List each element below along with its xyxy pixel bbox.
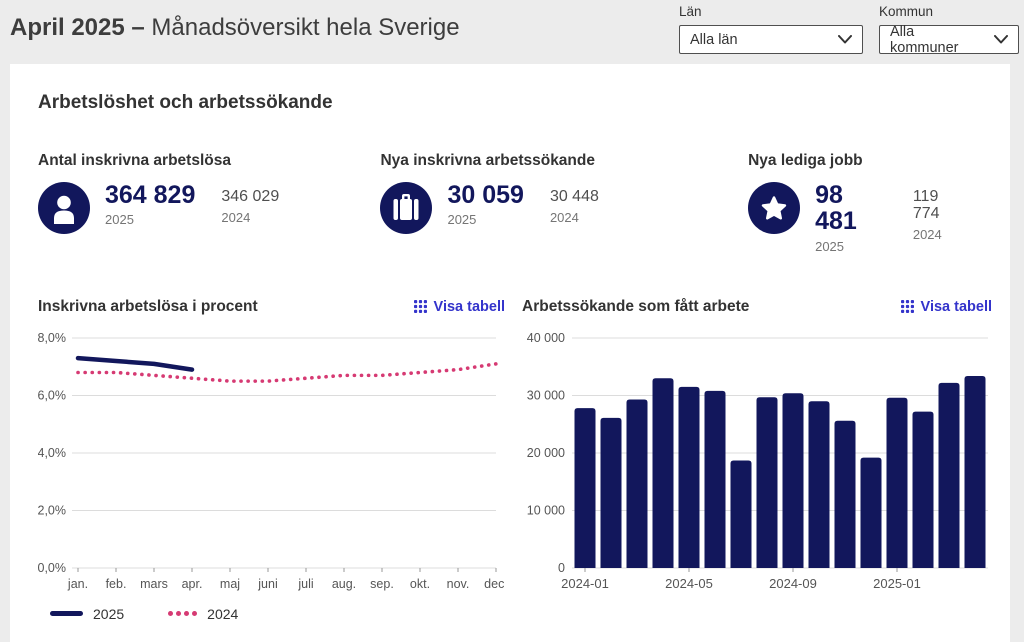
section-title: Arbetslöshet och arbetssökande [38,92,333,113]
kpi-unemployed: Antal inskrivna arbetslösa 364 829 2025 … [38,152,380,254]
line-chart-title: Inskrivna arbetslösa i procent [38,297,258,315]
bar-chart-title: Arbetssökande som fått arbete [522,297,750,315]
svg-text:jan.: jan. [67,577,88,591]
svg-text:juni: juni [257,577,277,591]
svg-text:0,0%: 0,0% [38,561,66,575]
kpi-previous-value: 119 774 [912,188,940,222]
page-title-rest: Månadsöversikt hela Sverige [151,14,460,41]
kpi-title: Nya lediga jobb [748,152,863,169]
svg-text:aug.: aug. [332,577,356,591]
svg-text:apr.: apr. [182,577,203,591]
kpi-current-value: 98 481 [815,181,857,236]
svg-text:4,0%: 4,0% [38,446,66,460]
kpi-current-year: 2025 [447,212,477,228]
svg-text:30 000: 30 000 [527,388,565,402]
star-icon [748,182,801,234]
charts-row: Inskrivna arbetslösa i procent Visa tabe… [38,298,992,622]
kommun-filter: Kommun Alla kommuner [879,4,1019,56]
kommun-select[interactable]: Alla kommuner [879,23,1019,56]
kpi-title: Nya inskrivna arbetssökande [380,152,595,169]
svg-text:nov.: nov. [447,577,470,591]
kpi-previous-year: 2024 [221,209,251,225]
legend-swatch-solid [50,611,83,616]
line-chart-show-table-link[interactable]: Visa tabell [413,298,505,315]
svg-text:2024-05: 2024-05 [665,576,713,591]
kpi-current-year: 2025 [815,238,845,254]
kpi-previous-year: 2024 [912,226,942,242]
bar-chart: 0 10 000 20 000 30 000 40 000 2024-01 2024-05 2… [522,322,992,598]
lan-filter: Län Alla län [679,4,863,54]
kpi-previous-value: 346 029 [221,188,280,205]
svg-text:mars: mars [140,577,168,591]
svg-text:dec.: dec. [484,577,505,591]
page-title: April 2025 – Månadsöversikt hela Sverige [10,4,460,42]
page-title-period: April 2025 – [10,14,145,41]
kpi-new-jobs: Nya lediga jobb 98 481 2025 119 774 2024 [748,152,992,254]
table-grid-icon [413,300,427,313]
svg-text:40 000: 40 000 [527,331,565,345]
svg-text:8,0%: 8,0% [38,331,66,345]
lan-select[interactable]: Alla län [679,25,863,54]
kpi-current-value: 30 059 [447,181,524,209]
svg-text:feb.: feb. [106,577,127,591]
chevron-down-icon [994,35,1008,44]
kpi-row: Antal inskrivna arbetslösa 364 829 2025 … [38,152,992,254]
kpi-current-year: 2025 [105,212,134,228]
page-header: April 2025 – Månadsöversikt hela Sverige… [0,0,1024,64]
kpi-previous-value: 30 448 [549,188,599,205]
legend-swatch-dotted [168,611,198,616]
kpi-title: Antal inskrivna arbetslösa [38,152,231,169]
kommun-select-value: Alla kommuner [890,23,959,56]
svg-text:20 000: 20 000 [527,446,565,460]
svg-text:10 000: 10 000 [527,503,565,517]
bar-chart-section: Arbetssökande som fått arbete Visa tabel… [522,298,992,622]
bar-chart-show-table-link[interactable]: Visa tabell [900,298,992,315]
svg-text:2024-09: 2024-09 [769,576,817,591]
briefcase-icon [380,182,433,234]
legend-label: 2025 [93,605,125,622]
svg-text:2025-01: 2025-01 [873,576,921,591]
kpi-previous-year: 2024 [549,209,579,225]
svg-text:0: 0 [558,561,565,575]
svg-text:maj: maj [220,577,240,591]
line-chart-section: Inskrivna arbetslösa i procent Visa tabe… [38,298,505,622]
legend-item-2024: 2024 [168,606,238,622]
chevron-down-icon [838,35,852,44]
show-table-label: Visa tabell [433,298,505,315]
svg-text:sep.: sep. [370,577,394,591]
show-table-label: Visa tabell [920,298,992,315]
svg-text:juli: juli [297,577,313,591]
svg-text:2,0%: 2,0% [38,503,66,517]
chart-legend: 2025 2024 [50,606,505,622]
person-icon [38,182,90,234]
svg-text:6,0%: 6,0% [38,388,66,402]
legend-item-2025: 2025 [50,606,124,622]
filters: Län Alla län Kommun Alla kommuner [679,4,1019,56]
lan-filter-label: Län [679,4,702,19]
kommun-filter-label: Kommun [879,4,934,19]
kpi-current-value: 364 829 [105,181,196,209]
table-grid-icon [900,300,914,313]
legend-label: 2024 [207,605,239,622]
line-chart: 0,0% 2,0% 4,0% 6,0% 8,0% jan. feb. mars apr. maj j… [38,322,505,598]
kpi-new-jobseekers: Nya inskrivna arbetssökande 30 059 2025 [380,152,748,254]
lan-select-value: Alla län [690,31,738,48]
overview-card: Arbetslöshet och arbetssökande Antal ins… [10,64,1010,642]
svg-text:okt.: okt. [410,577,430,591]
svg-text:2024-01: 2024-01 [561,576,609,591]
